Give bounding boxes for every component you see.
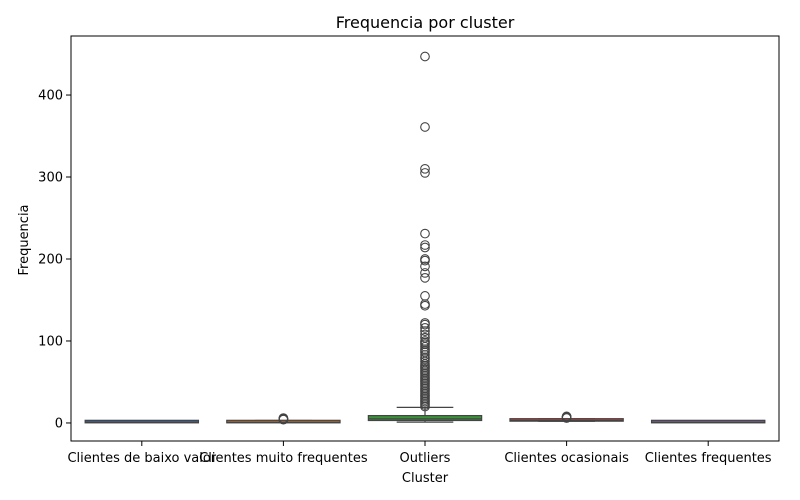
y-tick-label: 400 (38, 89, 63, 104)
outlier-point (420, 291, 430, 301)
plot-frame (70, 35, 780, 442)
outlier-point (420, 51, 430, 62)
outlier-point (420, 336, 430, 346)
outlier-point (420, 273, 430, 283)
outlier-point (420, 329, 430, 340)
y-axis-label: Frequencia (17, 204, 32, 275)
outlier-point (420, 261, 430, 272)
y-tick-label: 200 (38, 252, 63, 267)
x-tick-label: Outliers (400, 451, 451, 466)
x-tick-label: Clientes de baixo valor (67, 451, 216, 466)
outlier-point (420, 163, 430, 174)
outlier-point (420, 168, 430, 178)
outlier-point (420, 318, 430, 328)
y-tick-label: 0 (55, 416, 63, 431)
outlier-point (420, 332, 430, 343)
box (367, 414, 483, 422)
x-tick-label: Clientes muito frequentes (199, 451, 368, 466)
outlier-point (420, 323, 430, 333)
outlier-point (420, 242, 430, 253)
y-tick-label: 100 (38, 334, 63, 349)
x-axis-label: Cluster (402, 471, 449, 486)
y-tick-label: 300 (38, 171, 63, 186)
outlier-point (420, 240, 430, 250)
chart-title: Frequencia por cluster (336, 13, 515, 32)
outlier-point (420, 254, 430, 264)
outlier-point (420, 122, 430, 132)
x-tick-label: Clientes frequentes (645, 451, 772, 466)
outlier-point (420, 228, 430, 239)
outlier-point (278, 413, 289, 423)
x-tick-label: Clientes ocasionais (504, 451, 629, 466)
outlier-point (561, 411, 572, 422)
outlier-point (420, 268, 430, 278)
